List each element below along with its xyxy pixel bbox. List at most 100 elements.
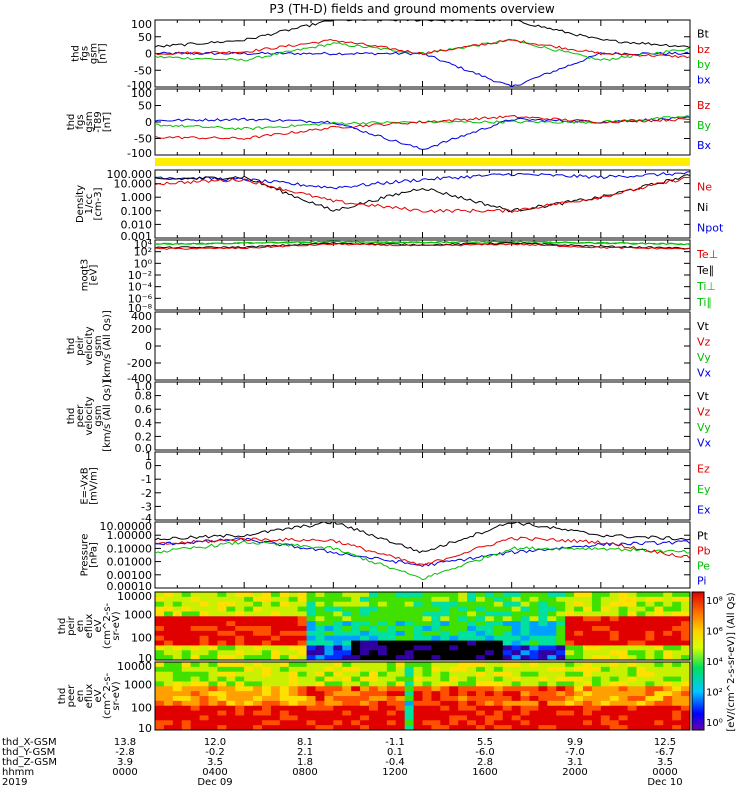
heatmap-cell [190, 596, 200, 603]
heatmap-cell [208, 671, 218, 677]
heatmap-cell [645, 686, 655, 692]
heatmap-cell [369, 720, 379, 726]
heatmap-cell [476, 611, 486, 617]
heatmap-cell [297, 696, 307, 702]
heatmap-cell [609, 676, 620, 682]
heatmap-cell [369, 686, 379, 692]
y-axis-label: thd [57, 618, 68, 635]
heatmap-cell [663, 700, 673, 707]
heatmap-cell [600, 616, 611, 622]
heatmap-cell [583, 630, 593, 637]
heatmap-cell [627, 611, 637, 617]
heatmap-cell [591, 671, 602, 677]
heatmap-cell [155, 635, 165, 641]
heatmap-cell [681, 696, 691, 702]
heatmap-cell [413, 700, 423, 707]
heatmap-cell [342, 666, 352, 673]
heatmap-cell [476, 715, 486, 721]
y-tick-label: 10000 [117, 660, 152, 673]
heatmap-cell [618, 596, 628, 603]
heatmap-cell [190, 715, 200, 721]
heatmap-cell [404, 655, 414, 661]
y-tick-label: 10⁻⁴ [128, 281, 153, 294]
heatmap-cell [235, 630, 245, 637]
heatmap-cell [297, 676, 307, 682]
heatmap-cell [342, 655, 352, 661]
heatmap-cell [315, 616, 325, 622]
heatmap-cell [431, 592, 441, 598]
heatmap-cell [556, 655, 566, 661]
heatmap-cell [360, 630, 370, 637]
heatmap-cell [208, 655, 218, 661]
heatmap-cell [163, 596, 174, 603]
heatmap-cell [413, 705, 423, 711]
heatmap-cell [163, 691, 174, 697]
heatmap-cell [449, 696, 459, 702]
heatmap-cell [493, 621, 504, 627]
heatmap-cell [458, 596, 468, 603]
heatmap-cell [404, 705, 414, 711]
heatmap-cell [208, 635, 218, 641]
y-axis-label: thd [57, 688, 68, 705]
heatmap-cell [672, 662, 682, 668]
heatmap-cell [288, 601, 299, 607]
heatmap-cell [627, 635, 637, 641]
heatmap-cell [627, 621, 637, 627]
heatmap-cell [627, 710, 637, 716]
y-tick-label: 1.000 [121, 191, 153, 204]
heatmap-cell [395, 655, 406, 661]
heatmap-cell [440, 725, 450, 731]
heatmap-cell [440, 671, 450, 677]
heatmap-cell [413, 671, 423, 677]
heatmap-cell [217, 700, 227, 707]
y-tick-label: 10 [138, 652, 152, 665]
heatmap-cell [484, 635, 495, 641]
heatmap-cell [217, 696, 227, 702]
heatmap-cell [351, 655, 361, 661]
heatmap-cell [449, 640, 459, 646]
heatmap-cell [672, 720, 682, 726]
heatmap-cell [645, 630, 655, 637]
heatmap-cell [458, 671, 468, 677]
heatmap-cell [226, 630, 236, 637]
heatmap-cell [493, 606, 504, 612]
heatmap-cell [386, 630, 397, 637]
heatmap-cell [663, 686, 673, 692]
heatmap-cell [493, 710, 504, 716]
heatmap-cell [493, 626, 504, 632]
heatmap-cell [208, 666, 218, 673]
heatmap-cell [467, 606, 477, 612]
y-tick-label: 100 [131, 87, 152, 100]
heatmap-cell [484, 696, 495, 702]
heatmap-cell [520, 606, 530, 612]
heatmap-cell [262, 606, 272, 612]
heatmap-cell [235, 650, 245, 656]
heatmap-cell [324, 671, 334, 677]
heatmap-cell [315, 611, 325, 617]
heatmap-cell [190, 621, 200, 627]
heatmap-cell [270, 601, 281, 607]
heatmap-cell [306, 725, 316, 731]
heatmap-cell [574, 640, 584, 646]
heatmap-cell [600, 635, 611, 641]
heatmap-cell [217, 686, 227, 692]
heatmap-cell [600, 715, 611, 721]
heatmap-cell [636, 606, 646, 612]
heatmap-cell [476, 666, 486, 673]
heatmap-cell [226, 691, 236, 697]
heatmap-cell [583, 616, 593, 622]
heatmap-cell [297, 630, 307, 637]
heatmap-cell [449, 596, 459, 603]
heatmap-cell [315, 621, 325, 627]
heatmap-cell [270, 640, 281, 646]
heatmap-cell [529, 725, 539, 731]
series-line-Te∥ [155, 241, 690, 250]
heatmap-cell [618, 650, 628, 656]
heatmap-cell [235, 635, 245, 641]
heatmap-cell [226, 725, 236, 731]
heatmap-cell [654, 630, 664, 637]
heatmap-cell [413, 725, 423, 731]
heatmap-cell [315, 710, 325, 716]
heatmap-cell [404, 725, 414, 731]
heatmap-cell [422, 635, 432, 641]
